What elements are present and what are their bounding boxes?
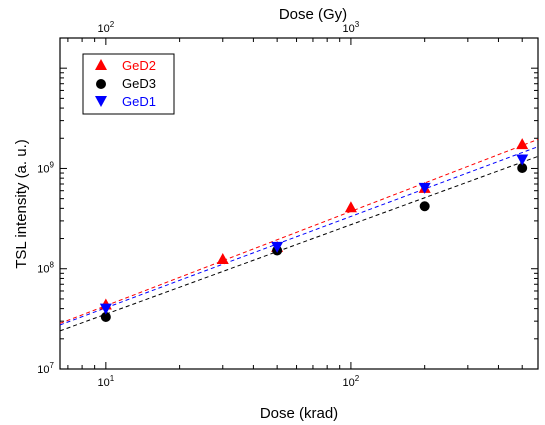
marker-ged3 <box>100 312 111 323</box>
x-tick-label-exponent: 1 <box>110 374 115 383</box>
minor-ticks <box>60 37 538 369</box>
y-tick-label-exponent: 9 <box>50 160 55 169</box>
y-tick-label-base: 10 <box>37 163 49 175</box>
legend-marker-ged1 <box>95 96 107 107</box>
x-axis-title: Dose (krad) <box>260 405 338 422</box>
legend-marker-ged3 <box>96 79 106 89</box>
marker-ged1 <box>516 154 529 166</box>
y-tick-label-base: 10 <box>37 364 49 376</box>
x2-tick-label-exponent: 3 <box>355 20 360 29</box>
legend: GeD2 GeD3 GeD1 <box>82 53 175 115</box>
y-tick-label: 109 <box>37 160 54 175</box>
major-ticks <box>60 38 538 370</box>
x-tick-label-exponent: 2 <box>355 374 360 383</box>
marker-ged1 <box>418 182 431 194</box>
legend-label-ged3: GeD3 <box>122 76 156 91</box>
x2-tick-label: 103 <box>343 20 360 35</box>
y-tick-label-base: 10 <box>37 264 49 276</box>
data-markers <box>99 138 529 323</box>
x-tick-label: 101 <box>97 374 114 389</box>
legend-marker-ged2 <box>95 59 107 70</box>
marker-ged2 <box>516 138 529 150</box>
x2-axis-title: Dose (Gy) <box>279 6 347 23</box>
x-tick-label: 102 <box>343 374 360 389</box>
x2-tick-label: 102 <box>97 20 114 35</box>
marker-ged2 <box>344 201 357 213</box>
x-tick-label-base: 10 <box>343 377 355 389</box>
y-tick-label-exponent: 7 <box>50 361 55 370</box>
y-tick-label: 108 <box>37 261 54 276</box>
fit-line-ged3 <box>59 155 539 332</box>
fit-lines <box>59 138 539 332</box>
x2-tick-label-base: 10 <box>97 23 109 35</box>
y-tick-label: 107 <box>37 361 54 376</box>
marker-ged1 <box>99 303 112 315</box>
marker-ged1 <box>271 241 284 253</box>
fit-line-ged1 <box>59 146 539 326</box>
x2-tick-label-exponent: 2 <box>110 20 115 29</box>
marker-ged2 <box>216 253 229 265</box>
y-axis-title: TSL intensity (a. u.) <box>13 139 30 269</box>
legend-label-ged2: GeD2 <box>122 58 156 73</box>
x-tick-label-base: 10 <box>97 377 109 389</box>
marker-ged3 <box>419 201 430 212</box>
plot-frame <box>59 37 539 370</box>
marker-ged3 <box>517 163 528 174</box>
legend-label-ged1: GeD1 <box>122 94 156 109</box>
y-tick-label-exponent: 8 <box>50 261 55 270</box>
x2-tick-label-base: 10 <box>343 23 355 35</box>
fit-line-ged2 <box>59 138 539 324</box>
